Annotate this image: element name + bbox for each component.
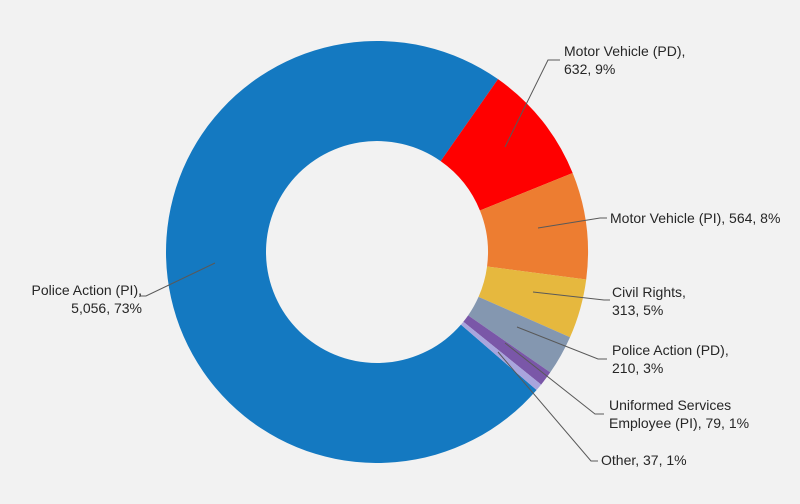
label-line: 210, 3% [612, 360, 664, 376]
leader-line [497, 351, 598, 462]
slice-police-action-pd [468, 296, 571, 373]
slice-motor-vehicle-pi [479, 173, 588, 280]
leader-line [504, 342, 604, 415]
label-line: Police Action (PI), [31, 282, 143, 298]
label-motor-vehicle-pi: Motor Vehicle (PI), 564, 8% [610, 209, 780, 227]
label-other: Other, 37, 1% [601, 451, 687, 469]
label-line: Police Action (PD), [612, 342, 729, 358]
leader-line [516, 326, 607, 360]
label-line: 313, 5% [612, 302, 664, 318]
slice-uniformed-services-employee-pi [463, 315, 551, 385]
leader-line [537, 217, 607, 229]
label-line: Civil Rights, [612, 284, 686, 300]
label-line: Employee (PI), 79, 1% [609, 415, 750, 431]
leader-line [532, 291, 610, 301]
label-line: Other, 37, 1% [601, 452, 687, 468]
label-uniformed-services: Uniformed Services Employee (PI), 79, 1% [609, 396, 749, 432]
slice-motor-vehicle-pd [440, 79, 573, 211]
slice-civil-rights [478, 266, 587, 338]
leader-line [139, 262, 216, 297]
label-civil-rights: Civil Rights, 313, 5% [612, 283, 686, 319]
label-motor-vehicle-pd: Motor Vehicle (PD), 632, 9% [564, 42, 685, 78]
label-line: 5,056, 73% [71, 300, 142, 316]
label-line: 632, 9% [564, 61, 616, 77]
label-line: Uniformed Services [609, 397, 732, 413]
label-police-action-pi: Police Action (PI), 5,056, 73% [32, 281, 143, 317]
label-line: Motor Vehicle (PD), [564, 43, 686, 59]
label-line: Motor Vehicle (PI), 564, 8% [610, 210, 781, 226]
leader-line [504, 59, 560, 148]
slice-police-action-pi [166, 41, 537, 464]
label-police-action-pd: Police Action (PD), 210, 3% [612, 341, 729, 377]
